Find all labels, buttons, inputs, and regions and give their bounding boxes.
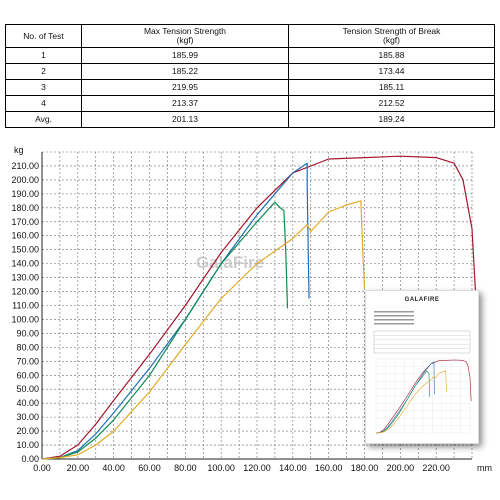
header-break-tension-text: Tension Strength of Break (kgf) bbox=[342, 26, 441, 45]
x-tick-label: 0.00 bbox=[33, 463, 51, 473]
cell-break-tension: 185.11 bbox=[288, 79, 495, 96]
thumbnail-series-green bbox=[375, 370, 430, 434]
y-tick-label: 140.00 bbox=[11, 259, 39, 269]
header-break-tension: Tension Strength of Break (kgf) bbox=[288, 24, 495, 48]
series-line-red bbox=[41, 155, 478, 460]
report-thumbnail: GALAFIRE bbox=[365, 290, 479, 444]
series-line-yellow bbox=[41, 200, 366, 460]
thumbnail-text-line bbox=[374, 315, 414, 317]
cell-max-tension: 213.37 bbox=[81, 95, 289, 112]
cell-max-tension: 219.95 bbox=[81, 79, 289, 96]
thumbnail-series-yellow bbox=[375, 370, 447, 434]
y-tick-label: 150.00 bbox=[11, 245, 39, 255]
x-tick-label: 220.00 bbox=[422, 463, 450, 473]
y-tick-label: 120.00 bbox=[11, 287, 39, 297]
tick-labels: 0.00 10.00 20.00 30.00 40.00 50.00 60.00 70.00 8… bbox=[11, 161, 449, 473]
series-lines bbox=[41, 155, 478, 460]
y-tick-label: 90.00 bbox=[16, 328, 39, 338]
y-tick-label: 110.00 bbox=[12, 301, 39, 311]
y-tick-label: 60.00 bbox=[16, 370, 39, 380]
x-tick-label: 180.00 bbox=[351, 463, 379, 473]
y-tick-label: 40.00 bbox=[16, 398, 39, 408]
x-tick-label: 40.00 bbox=[102, 463, 125, 473]
header-max-tension-text: Max Tension Strength (kgf) bbox=[143, 26, 227, 45]
table-row: 1 185.99 185.88 bbox=[5, 47, 495, 64]
y-tick-label: 170.00 bbox=[11, 217, 39, 227]
y-tick-label: 70.00 bbox=[16, 356, 39, 366]
cell-test-no: 2 bbox=[5, 63, 82, 80]
x-tick-label: 120.00 bbox=[243, 463, 271, 473]
y-axis-unit: kg bbox=[14, 145, 24, 155]
thumbnail-series-red bbox=[375, 359, 472, 434]
y-tick-label: 210.00 bbox=[11, 161, 39, 171]
y-tick-label: 190.00 bbox=[11, 189, 39, 199]
thumbnail-table bbox=[373, 330, 471, 354]
y-tick-label: 0.00 bbox=[21, 454, 39, 464]
table-header-row: No. of Test Max Tension Strength (kgf) T… bbox=[5, 24, 495, 48]
cell-break-tension: 185.88 bbox=[288, 47, 495, 64]
x-tick-label: 140.00 bbox=[279, 463, 307, 473]
y-tick-label: 50.00 bbox=[16, 384, 39, 394]
table-row: 2 185.22 173.44 bbox=[5, 63, 495, 80]
chart-grid bbox=[41, 151, 473, 460]
y-tick-label: 160.00 bbox=[11, 231, 39, 241]
header-test-no: No. of Test bbox=[5, 24, 82, 48]
y-tick-label: 180.00 bbox=[11, 203, 39, 213]
report-logo: GALAFIRE bbox=[404, 297, 440, 303]
chart-axes bbox=[41, 152, 472, 460]
y-tick-label: 80.00 bbox=[16, 342, 39, 352]
x-tick-label: 200.00 bbox=[387, 463, 415, 473]
x-tick-label: 20.00 bbox=[67, 463, 90, 473]
cell-break-tension: 212.52 bbox=[288, 95, 495, 112]
report-thumbnail-graphic bbox=[373, 311, 472, 434]
tension-curve-chart: 0.00 10.00 20.00 30.00 40.00 50.00 60.00 70.00 8… bbox=[11, 145, 492, 473]
y-tick-label: 30.00 bbox=[16, 412, 39, 422]
header-max-tension: Max Tension Strength (kgf) bbox=[81, 24, 289, 48]
table-row-average: Avg. 201.13 189.24 bbox=[5, 111, 495, 128]
y-tick-label: 10.00 bbox=[16, 440, 39, 450]
series-line-green bbox=[41, 201, 289, 460]
x-tick-label: 60.00 bbox=[138, 463, 161, 473]
cell-break-tension: 189.24 bbox=[288, 111, 495, 128]
cell-max-tension: 185.22 bbox=[81, 63, 289, 80]
cell-test-no: 3 bbox=[5, 79, 82, 96]
cell-break-tension: 173.44 bbox=[288, 63, 495, 80]
y-tick-label: 130.00 bbox=[11, 273, 39, 283]
x-axis-unit: mm bbox=[477, 463, 492, 473]
cell-max-tension: 185.99 bbox=[81, 47, 289, 64]
test-results-table: No. of Test Max Tension Strength (kgf) T… bbox=[5, 24, 495, 128]
table-row: 3 219.95 185.11 bbox=[5, 79, 495, 96]
cell-max-tension: 201.13 bbox=[81, 111, 289, 128]
watermark: GalaFire bbox=[196, 253, 264, 272]
y-tick-label: 100.00 bbox=[11, 314, 39, 324]
cell-test-no: 1 bbox=[5, 47, 82, 64]
x-tick-label: 160.00 bbox=[315, 463, 343, 473]
thumbnail-text-line bbox=[374, 319, 414, 321]
table-row: 4 213.37 212.52 bbox=[5, 95, 495, 112]
thumbnail-text-line bbox=[374, 323, 414, 325]
y-tick-label: 200.00 bbox=[11, 175, 39, 185]
x-tick-label: 80.00 bbox=[174, 463, 197, 473]
y-tick-label: 20.00 bbox=[16, 426, 39, 436]
thumbnail-text-line bbox=[374, 311, 414, 313]
cell-test-no: Avg. bbox=[5, 111, 82, 128]
cell-test-no: 4 bbox=[5, 95, 82, 112]
x-tick-label: 100.00 bbox=[207, 463, 235, 473]
